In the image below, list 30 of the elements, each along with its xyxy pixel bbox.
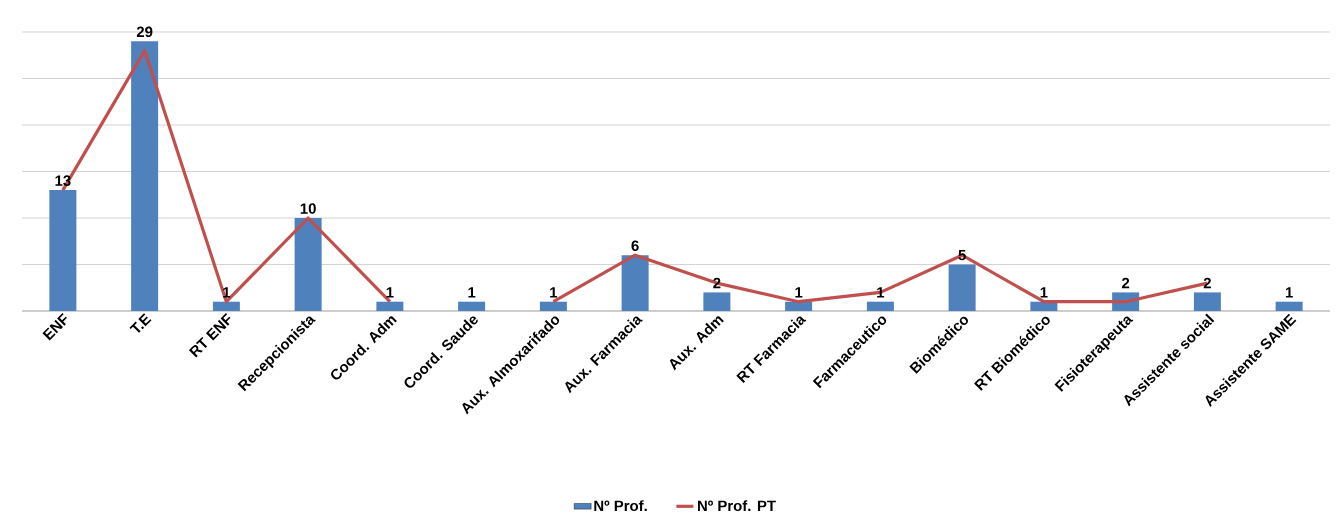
bar: [294, 218, 322, 311]
bar: [458, 301, 486, 311]
data-label: 10: [300, 203, 316, 214]
x-tick-label: T.E: [129, 313, 152, 333]
bar: [703, 292, 731, 311]
data-label: 1: [1285, 287, 1293, 298]
data-label: 1: [550, 287, 558, 298]
data-label: 1: [877, 287, 885, 298]
bar: [131, 41, 159, 311]
bar: [621, 255, 649, 311]
data-label: 2: [1121, 277, 1130, 289]
bar: [539, 301, 567, 311]
bar: [1275, 301, 1303, 311]
bar: [866, 301, 894, 311]
data-label: 1: [795, 287, 803, 298]
bar: [1030, 301, 1058, 311]
legend-label: Nº Prof. PT: [697, 500, 776, 512]
data-label: 1: [468, 287, 476, 298]
data-label: 29: [136, 26, 153, 38]
bar: [1193, 292, 1221, 311]
data-label: 1: [386, 287, 394, 298]
bar: [785, 301, 813, 311]
legend-label: Nº Prof.: [594, 500, 647, 512]
bar: [212, 301, 240, 311]
bar: [948, 264, 976, 311]
data-label: 6: [631, 240, 639, 252]
bar: [376, 301, 404, 311]
bar: [49, 190, 77, 311]
data-label: 1: [1040, 287, 1048, 298]
data-label: 2: [1203, 277, 1211, 289]
